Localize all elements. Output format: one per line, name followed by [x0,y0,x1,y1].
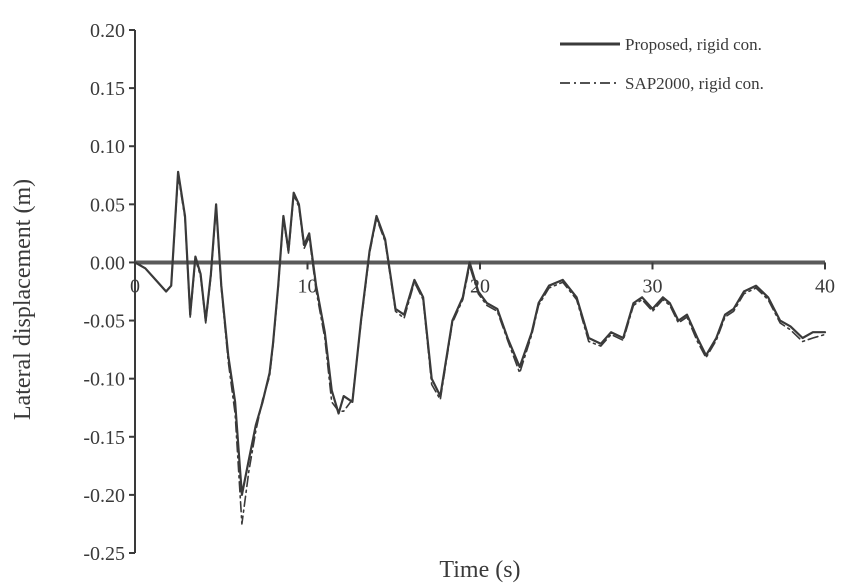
series-line-sap2000 [134,174,826,525]
y-tick-label: 0.00 [90,252,125,274]
y-tick-label: 0.05 [90,194,125,216]
x-tick-label: 10 [298,275,318,297]
series-layer [133,170,827,525]
y-tick-label: 0.10 [90,136,125,158]
legend: Proposed, rigid con. SAP2000, rigid con. [560,35,764,93]
legend-label-proposed: Proposed, rigid con. [625,35,762,54]
legend-label-sap2000: SAP2000, rigid con. [625,74,764,93]
y-tick-label: 0.15 [90,78,125,100]
x-tick-label: 40 [815,275,835,297]
y-tick-label: 0.20 [90,20,125,42]
x-axis-ticks: 0 10 20 30 40 [130,262,835,297]
x-tick-label: 30 [643,275,663,297]
y-tick-label: -0.15 [83,427,125,449]
y-axis-title: Lateral displacement (m) [10,179,36,420]
x-tick-label: 0 [130,275,140,297]
y-tick-label: -0.25 [83,543,125,565]
series-line-proposed [133,170,827,496]
x-axis-title: Time (s) [439,557,520,583]
y-axis-ticks: 0.20 0.15 0.10 0.05 0.00 -0.05 -0.10 -0.15 -0.20… [83,20,135,565]
y-tick-label: -0.10 [83,369,125,391]
y-tick-label: -0.20 [83,485,125,507]
y-tick-label: -0.05 [83,311,125,333]
